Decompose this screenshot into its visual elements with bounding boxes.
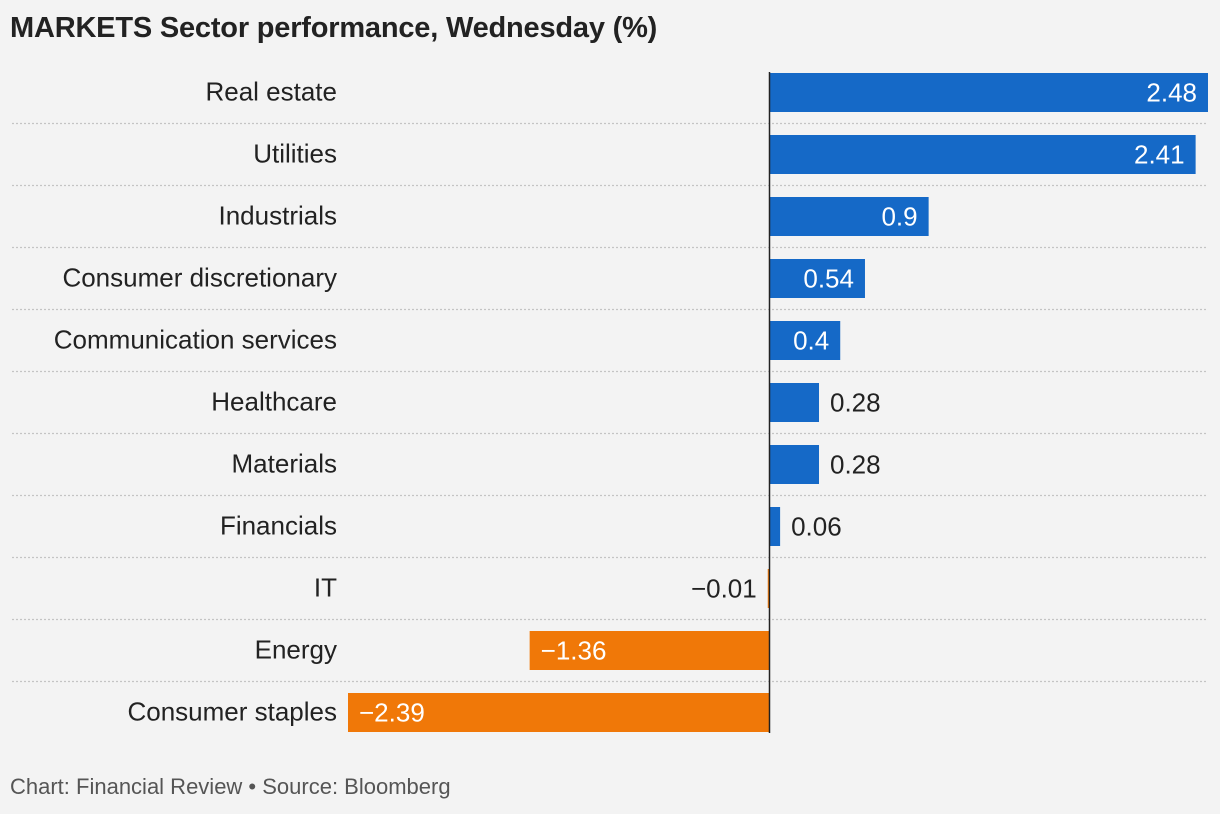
bar <box>769 321 841 360</box>
category-label: Communication services <box>54 325 337 355</box>
bar <box>769 445 820 484</box>
category-label: IT <box>314 573 337 603</box>
data-label: 0.54 <box>803 264 854 294</box>
data-label: 0.28 <box>830 388 881 418</box>
data-label: −1.36 <box>541 636 607 666</box>
bar <box>529 631 770 670</box>
category-label: Materials <box>232 449 337 479</box>
category-label: Real estate <box>205 77 337 107</box>
bar <box>769 73 1208 112</box>
bar <box>769 135 1196 174</box>
chart-title: MARKETS Sector performance, Wednesday (%… <box>10 12 658 44</box>
chart-source-footer: Chart: Financial Review • Source: Bloomb… <box>10 774 451 799</box>
category-label: Healthcare <box>211 387 337 417</box>
data-label: 0.9 <box>881 202 917 232</box>
category-label: Consumer staples <box>127 697 337 727</box>
bar <box>769 259 865 298</box>
bar <box>767 569 770 608</box>
category-label: Consumer discretionary <box>62 263 337 293</box>
category-label: Industrials <box>219 201 338 231</box>
data-label: 2.41 <box>1134 140 1185 170</box>
bar <box>769 507 781 546</box>
data-label: −2.39 <box>359 698 425 728</box>
bar <box>348 693 770 732</box>
category-label: Energy <box>255 635 337 665</box>
data-label: 0.06 <box>791 512 842 542</box>
category-label: Utilities <box>253 139 337 169</box>
bar <box>769 197 929 236</box>
bar <box>769 383 820 422</box>
category-label: Financials <box>220 511 337 541</box>
data-label: −0.01 <box>691 574 757 604</box>
data-label: 2.48 <box>1146 78 1197 108</box>
data-label: 0.28 <box>830 450 881 480</box>
data-label: 0.4 <box>793 326 829 356</box>
